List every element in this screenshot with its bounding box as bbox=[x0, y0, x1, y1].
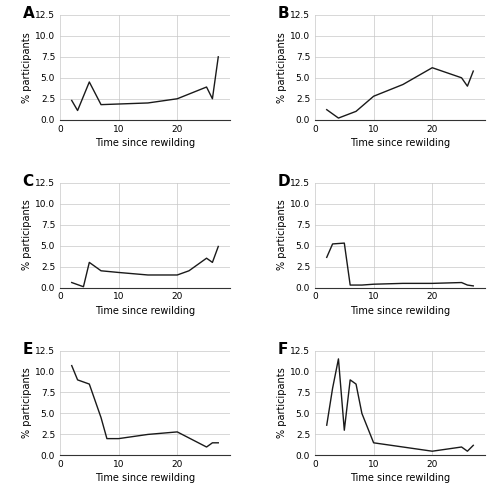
X-axis label: Time since rewilding: Time since rewilding bbox=[95, 473, 195, 484]
X-axis label: Time since rewilding: Time since rewilding bbox=[350, 305, 450, 316]
Y-axis label: % participants: % participants bbox=[277, 368, 287, 439]
Text: E: E bbox=[22, 342, 33, 357]
X-axis label: Time since rewilding: Time since rewilding bbox=[350, 473, 450, 484]
X-axis label: Time since rewilding: Time since rewilding bbox=[95, 305, 195, 316]
Text: C: C bbox=[22, 174, 34, 189]
Text: A: A bbox=[22, 6, 34, 21]
X-axis label: Time since rewilding: Time since rewilding bbox=[350, 138, 450, 148]
Y-axis label: % participants: % participants bbox=[277, 32, 287, 102]
Text: D: D bbox=[278, 174, 290, 189]
Y-axis label: % participants: % participants bbox=[22, 200, 32, 270]
Y-axis label: % participants: % participants bbox=[22, 32, 32, 102]
Text: B: B bbox=[278, 6, 289, 21]
Y-axis label: % participants: % participants bbox=[277, 200, 287, 270]
Y-axis label: % participants: % participants bbox=[22, 368, 32, 439]
Text: F: F bbox=[278, 342, 288, 357]
X-axis label: Time since rewilding: Time since rewilding bbox=[95, 138, 195, 148]
